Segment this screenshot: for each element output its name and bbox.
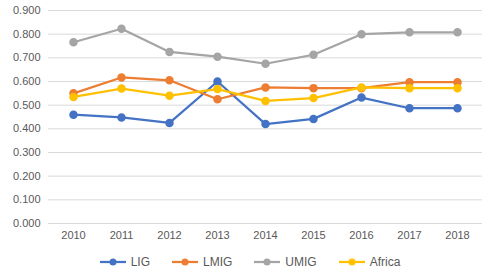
html-text:LMIG: LMIG bbox=[203, 255, 233, 269]
svg-text:2010: 2010 bbox=[61, 229, 85, 241]
svg-text:0.200: 0.200 bbox=[13, 170, 41, 182]
svg-text:0.800: 0.800 bbox=[13, 28, 41, 40]
svg-text:2017: 2017 bbox=[397, 229, 421, 241]
html-text:Africa: Africa bbox=[369, 255, 401, 269]
svg-text:0.500: 0.500 bbox=[13, 99, 41, 111]
html-text:UMIG: UMIG bbox=[285, 255, 317, 269]
svg-text:2016: 2016 bbox=[349, 229, 373, 241]
svg-text:0.600: 0.600 bbox=[13, 75, 41, 87]
html-text:LIG: LIG bbox=[130, 255, 150, 269]
svg-text:0.700: 0.700 bbox=[13, 51, 41, 63]
svg-text:2011: 2011 bbox=[110, 229, 134, 241]
svg-text:0.900: 0.900 bbox=[13, 4, 41, 16]
svg-text:2015: 2015 bbox=[301, 229, 325, 241]
svg-text:2012: 2012 bbox=[157, 229, 181, 241]
svg-text:2014: 2014 bbox=[253, 229, 277, 241]
svg-text:0.000: 0.000 bbox=[13, 217, 41, 229]
svg-text:2018: 2018 bbox=[445, 229, 469, 241]
svg-text:0.300: 0.300 bbox=[13, 146, 41, 158]
svg-text:0.400: 0.400 bbox=[13, 122, 41, 134]
svg-text:0.100: 0.100 bbox=[13, 193, 41, 205]
svg-text:2013: 2013 bbox=[205, 229, 229, 241]
